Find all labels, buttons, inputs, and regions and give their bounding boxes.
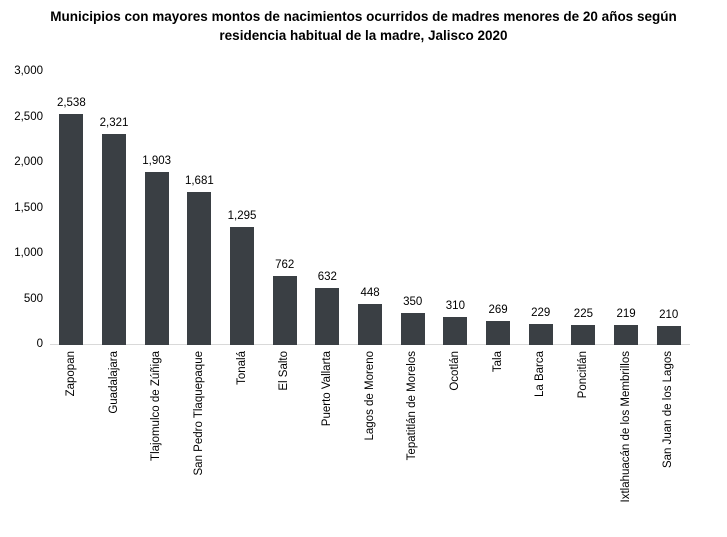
y-axis-tick-label: 1,000 xyxy=(14,247,43,259)
chart-title: Municipios con mayores montos de nacimie… xyxy=(50,9,677,43)
bar-value-label: 310 xyxy=(445,299,465,312)
chart-row: 0 500 1,000 1,500 2,000 2,500 3,000 2,538 2,321… xyxy=(0,65,727,350)
bar-column: 1,903 xyxy=(135,72,178,345)
bar-column: 1,681 xyxy=(178,72,221,345)
x-axis-label-slot: Tala xyxy=(477,351,520,372)
plot-bars: 2,538 2,321 1,903 1,681 1,295 762 632 448 350 310… xyxy=(50,72,690,345)
y-axis: 0 500 1,000 1,500 2,000 2,500 3,000 xyxy=(0,65,50,350)
bar-column: 2,538 xyxy=(50,72,93,345)
bar-column: 350 xyxy=(391,72,434,345)
bar-value-label: 229 xyxy=(531,307,551,320)
bar-column: 229 xyxy=(519,72,562,345)
bar xyxy=(315,287,340,345)
bar-value-label: 448 xyxy=(360,287,380,300)
bar xyxy=(358,304,383,345)
x-axis-label: Puerto Vallarta xyxy=(320,351,333,427)
bar xyxy=(102,133,126,345)
bar xyxy=(272,275,297,345)
x-axis-label: Lagos de Moreno xyxy=(363,351,376,441)
x-axis-label-slot: Ixtlahuacán de los Membrillos xyxy=(605,351,648,503)
bar-column: 225 xyxy=(562,72,605,345)
y-axis-tick-label: 0 xyxy=(36,338,43,350)
y-axis-tick-label: 3,000 xyxy=(14,65,43,77)
bar-value-label: 632 xyxy=(317,270,337,283)
bar xyxy=(528,324,553,345)
x-axis-label-slot: Puerto Vallarta xyxy=(306,351,349,426)
bar xyxy=(187,192,212,345)
y-axis-tick-label: 2,000 xyxy=(14,156,43,168)
bar-value-label: 210 xyxy=(659,308,679,321)
bar xyxy=(400,313,425,345)
x-axis-label: Tala xyxy=(491,351,504,373)
bar xyxy=(230,227,255,345)
bar xyxy=(59,114,84,345)
x-axis-label-slot: San Juan de los Lagos xyxy=(647,351,690,468)
x-axis-label: Tonalá xyxy=(235,351,248,385)
x-axis-label-slot: Tlajomulco de Zúñiga xyxy=(135,351,178,461)
bar-column: 1,295 xyxy=(221,72,264,345)
bar-value-label: 1,681 xyxy=(184,175,214,188)
x-axis-label: Zapopan xyxy=(64,351,77,397)
x-axis-label-slot: Poncitlán xyxy=(562,351,605,398)
x-axis-label: Ixtlahuacán de los Membrillos xyxy=(619,351,632,503)
x-axis-label-slot: San Pedro Tlaquepaque xyxy=(178,351,221,475)
y-axis-tick-label: 1,500 xyxy=(14,201,43,214)
bar-value-label: 762 xyxy=(275,258,295,271)
bar-column: 448 xyxy=(349,72,392,345)
bar xyxy=(443,316,468,345)
bar-column: 310 xyxy=(434,72,477,345)
bar-column: 269 xyxy=(477,72,520,345)
bar-column: 219 xyxy=(605,72,648,345)
x-axis-label-slot: Tonalá xyxy=(221,351,264,385)
bar-column: 762 xyxy=(263,72,306,345)
x-axis-label: Ocotlán xyxy=(448,351,461,391)
y-axis-tick-label: 500 xyxy=(23,292,43,305)
bar xyxy=(571,324,596,345)
bar-column: 632 xyxy=(306,72,349,345)
bar-column: 210 xyxy=(647,72,690,345)
chart-area: 0 500 1,000 1,500 2,000 2,500 3,000 2,538 2,321… xyxy=(0,65,727,503)
x-axis-label: Guadalajara xyxy=(107,351,120,414)
bar-value-label: 1,295 xyxy=(227,210,257,223)
bar xyxy=(614,325,639,345)
bar-column: 2,321 xyxy=(93,72,136,345)
x-axis-label-slot: Tepatitlán de Morelos xyxy=(391,351,434,460)
bar-value-label: 350 xyxy=(403,296,423,309)
x-axis-label: El Salto xyxy=(278,351,291,391)
y-axis-tick-label: 2,500 xyxy=(14,110,43,123)
bar xyxy=(486,320,511,345)
x-axis-label-slot: Zapopan xyxy=(50,351,93,396)
x-axis-label-slot: El Salto xyxy=(263,351,306,391)
x-axis-label-slot: Ocotlán xyxy=(434,351,477,391)
bar-value-label: 2,538 xyxy=(56,97,86,110)
x-axis-label: Tepatitlán de Morelos xyxy=(406,351,419,461)
x-axis-label: San Juan de los Lagos xyxy=(662,351,675,469)
plot: 2,538 2,321 1,903 1,681 1,295 762 632 448 350 310… xyxy=(50,72,690,345)
bar-value-label: 225 xyxy=(573,307,593,320)
x-axis-label-slot: Lagos de Moreno xyxy=(349,351,392,441)
bar-value-label: 269 xyxy=(488,303,508,316)
x-axis-label: Tlajomulco de Zúñiga xyxy=(150,351,163,461)
x-axis-label: San Pedro Tlaquepaque xyxy=(192,351,205,476)
bar xyxy=(144,171,169,345)
x-axis-label: La Barca xyxy=(534,351,547,398)
x-axis-label: Poncitlán xyxy=(576,351,589,399)
x-axis-row: Zapopan Guadalajara Tlajomulco de Zúñiga Sa… xyxy=(0,345,727,503)
x-axis-label-slot: La Barca xyxy=(519,351,562,397)
bar-value-label: 1,903 xyxy=(142,154,172,167)
bar-value-label: 219 xyxy=(616,308,636,321)
x-axis-labels: Zapopan Guadalajara Tlajomulco de Zúñiga Sa… xyxy=(50,351,690,503)
bar-value-label: 2,321 xyxy=(99,116,129,129)
bar xyxy=(656,325,681,345)
x-axis-label-slot: Guadalajara xyxy=(93,351,136,414)
